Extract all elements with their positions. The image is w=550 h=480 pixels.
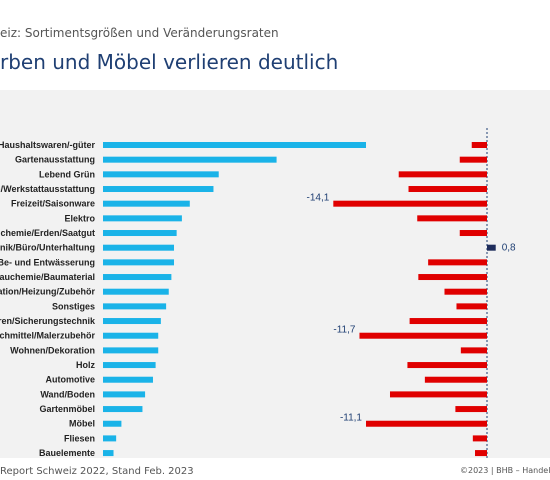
category-label: hnik/Büro/Unterhaltung — [0, 243, 95, 253]
change-bar — [333, 200, 487, 207]
change-bar — [456, 303, 487, 310]
size-bar — [103, 318, 161, 325]
size-bar — [103, 450, 114, 457]
size-bar — [103, 347, 159, 354]
change-bar — [398, 171, 487, 178]
size-bar — [103, 435, 117, 442]
change-bar — [487, 244, 496, 251]
change-bar — [424, 376, 487, 383]
size-bar — [103, 420, 122, 427]
size-bar — [103, 332, 159, 339]
category-label: Möbel — [69, 419, 95, 429]
size-bar — [103, 303, 167, 310]
category-label: Wand/Boden — [40, 389, 95, 399]
change-bar — [459, 230, 487, 237]
change-data-label: -11,7 — [333, 325, 355, 336]
category-label: n/Werkstattausstattung — [0, 184, 95, 194]
change-bar — [475, 450, 487, 457]
change-bar — [408, 186, 487, 193]
change-bar — [409, 318, 487, 325]
change-bar — [444, 288, 487, 295]
change-bar — [359, 332, 487, 339]
copyright-note: ©2023 | BHB – Handelsverb — [460, 466, 550, 475]
change-bar — [460, 347, 487, 354]
change-bar — [418, 274, 487, 281]
size-bar — [103, 142, 366, 148]
change-data-label: 0,8 — [502, 243, 516, 254]
category-label: ichmittel/Malerzubehör — [0, 331, 95, 341]
size-bar — [103, 156, 277, 163]
category-label: Fliesen — [64, 433, 95, 443]
category-label: e/Be- und Entwässerung — [0, 257, 95, 267]
category-label: Freizeit/Saisonware — [11, 199, 95, 209]
category-label: Haushaltswaren/-güter — [0, 140, 95, 150]
change-bar — [428, 259, 487, 266]
size-bar — [103, 391, 146, 398]
change-data-label: -14,1 — [307, 193, 330, 204]
change-data-label: -11,1 — [340, 413, 362, 424]
change-bar — [459, 156, 487, 163]
change-bar — [472, 435, 487, 442]
change-bar — [417, 215, 487, 222]
change-bar — [455, 406, 487, 413]
chart-subtitle: eiz: Sortimentsgrößen und Veränderungsra… — [0, 26, 279, 40]
chart-title: rben und Möbel verlieren deutlich — [0, 50, 339, 74]
size-bar — [103, 362, 156, 369]
source-note: Report Schweiz 2022, Stand Feb. 2023 — [0, 466, 194, 477]
change-bar — [366, 420, 487, 427]
category-label: Sonstiges — [52, 301, 95, 311]
size-bar — [103, 274, 172, 281]
change-bar — [471, 142, 487, 148]
category-label: Holz — [76, 360, 95, 370]
category-label: Bauelemente — [39, 448, 95, 458]
category-label: Automotive — [46, 375, 96, 385]
category-label: nchemie/Erden/Saatgut — [0, 228, 95, 238]
category-label: Wohnen/Dekoration — [10, 345, 95, 355]
size-bar — [103, 244, 175, 251]
category-label: Gartenausstattung — [15, 155, 95, 165]
category-label: lation/Heizung/Zubehör — [0, 287, 95, 297]
size-bar — [103, 200, 190, 207]
size-bar — [103, 406, 143, 413]
size-bar — [103, 230, 177, 237]
category-label: Elektro — [64, 213, 95, 223]
change-bar — [407, 362, 487, 369]
size-bar — [103, 288, 169, 295]
change-bar — [389, 391, 487, 398]
category-label: Bauchemie/Baumaterial — [0, 272, 95, 282]
size-bar — [103, 376, 153, 383]
size-bar — [103, 186, 214, 193]
size-bar — [103, 259, 175, 266]
category-label: Gartenmöbel — [39, 404, 95, 414]
size-bar — [103, 171, 219, 178]
category-label: Lebend Grün — [39, 169, 95, 179]
category-label: waren/Sicherungstechnik — [0, 316, 96, 326]
size-bar — [103, 215, 182, 222]
